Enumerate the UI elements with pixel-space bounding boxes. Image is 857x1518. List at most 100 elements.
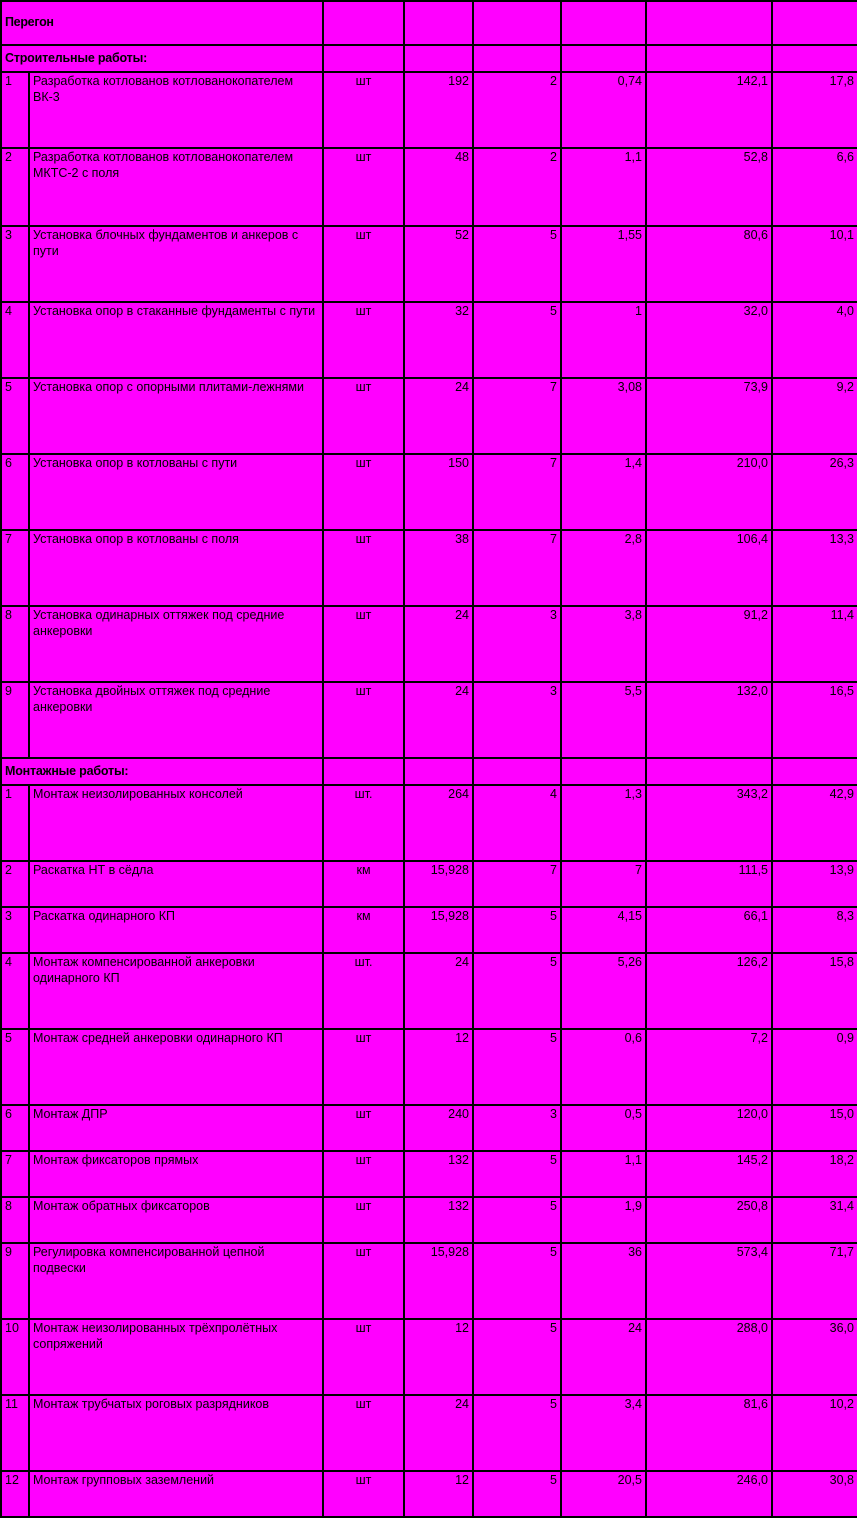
work-name-cell[interactable]: Установка блочных фундаментов и анкеров …: [28, 225, 324, 303]
unit-cell[interactable]: шт: [322, 301, 405, 379]
quantity-cell[interactable]: 48: [403, 147, 474, 227]
table-row[interactable]: 5 Установка опор с опорными плитами-лежня…: [0, 377, 857, 455]
duration-cell[interactable]: 71,7: [771, 1242, 857, 1320]
crew-size-cell[interactable]: 5: [472, 1196, 562, 1244]
crew-size-cell[interactable]: 2: [472, 71, 562, 149]
work-name-cell[interactable]: Монтаж групповых заземлений: [28, 1470, 324, 1518]
norm-cell[interactable]: 5,26: [560, 952, 647, 1030]
row-index-cell[interactable]: 4: [0, 952, 30, 1030]
title-row-empty-cell[interactable]: [322, 0, 405, 46]
section-heading-empty-cell[interactable]: [560, 44, 647, 73]
labor-total-cell[interactable]: 250,8: [645, 1196, 773, 1244]
title-row-empty-cell[interactable]: [645, 0, 773, 46]
crew-size-cell[interactable]: 5: [472, 1318, 562, 1396]
title-row-empty-cell[interactable]: [472, 0, 562, 46]
labor-total-cell[interactable]: 106,4: [645, 529, 773, 607]
norm-cell[interactable]: 7: [560, 860, 647, 908]
duration-cell[interactable]: 18,2: [771, 1150, 857, 1198]
table-row[interactable]: 8 Установка одинарных оттяжек под средние…: [0, 605, 857, 683]
quantity-cell[interactable]: 38: [403, 529, 474, 607]
work-name-cell[interactable]: Монтаж неизолированных трёхпролётных соп…: [28, 1318, 324, 1396]
labor-total-cell[interactable]: 120,0: [645, 1104, 773, 1152]
quantity-cell[interactable]: 15,928: [403, 906, 474, 954]
table-row[interactable]: 9 Регулировка компенсированной цепной под…: [0, 1242, 857, 1320]
table-row[interactable]: 5 Монтаж средней анкеровки одинарного КП ш…: [0, 1028, 857, 1106]
crew-size-cell[interactable]: 5: [472, 1470, 562, 1518]
norm-cell[interactable]: 1: [560, 301, 647, 379]
quantity-cell[interactable]: 150: [403, 453, 474, 531]
work-name-cell[interactable]: Установка опор в стаканные фундаменты с …: [28, 301, 324, 379]
quantity-cell[interactable]: 12: [403, 1318, 474, 1396]
work-name-cell[interactable]: Монтаж обратных фиксаторов: [28, 1196, 324, 1244]
table-row[interactable]: 1 Разработка котлованов котлованокопателе…: [0, 71, 857, 149]
table-row[interactable]: 4 Установка опор в стаканные фундаменты с…: [0, 301, 857, 379]
duration-cell[interactable]: 16,5: [771, 681, 857, 759]
work-name-cell[interactable]: Установка опор с опорными плитами-лежням…: [28, 377, 324, 455]
duration-cell[interactable]: 42,9: [771, 784, 857, 862]
section-heading-empty-cell[interactable]: [771, 44, 857, 73]
labor-total-cell[interactable]: 81,6: [645, 1394, 773, 1472]
row-index-cell[interactable]: 7: [0, 529, 30, 607]
labor-total-cell[interactable]: 288,0: [645, 1318, 773, 1396]
norm-cell[interactable]: 1,4: [560, 453, 647, 531]
duration-cell[interactable]: 6,6: [771, 147, 857, 227]
table-row[interactable]: 2 Раскатка НТ в сёдла км 15,928 7 7 111,5 13,9: [0, 860, 857, 908]
section-heading-empty-cell[interactable]: [560, 757, 647, 786]
row-index-cell[interactable]: 5: [0, 377, 30, 455]
section-heading-empty-cell[interactable]: [403, 757, 474, 786]
quantity-cell[interactable]: 12: [403, 1028, 474, 1106]
quantity-cell[interactable]: 24: [403, 377, 474, 455]
quantity-cell[interactable]: 52: [403, 225, 474, 303]
unit-cell[interactable]: шт: [322, 377, 405, 455]
norm-cell[interactable]: 24: [560, 1318, 647, 1396]
work-name-cell[interactable]: Разработка котлованов котлованокопателем…: [28, 71, 324, 149]
unit-cell[interactable]: шт: [322, 1028, 405, 1106]
table-row[interactable]: 1 Монтаж неизолированных консолей шт. 264 4 1…: [0, 784, 857, 862]
work-name-cell[interactable]: Монтаж ДПР: [28, 1104, 324, 1152]
unit-cell[interactable]: шт: [322, 681, 405, 759]
norm-cell[interactable]: 20,5: [560, 1470, 647, 1518]
row-index-cell[interactable]: 2: [0, 860, 30, 908]
unit-cell[interactable]: шт: [322, 1104, 405, 1152]
norm-cell[interactable]: 3,4: [560, 1394, 647, 1472]
table-row[interactable]: 3 Раскатка одинарного КП км 15,928 5 4,15 66,1…: [0, 906, 857, 954]
crew-size-cell[interactable]: 3: [472, 681, 562, 759]
norm-cell[interactable]: 0,74: [560, 71, 647, 149]
table-row[interactable]: 3 Установка блочных фундаментов и анкеров…: [0, 225, 857, 303]
crew-size-cell[interactable]: 4: [472, 784, 562, 862]
unit-cell[interactable]: шт: [322, 529, 405, 607]
table-row[interactable]: 7 Монтаж фиксаторов прямых шт 132 5 1,1 145,2 1…: [0, 1150, 857, 1198]
norm-cell[interactable]: 5,5: [560, 681, 647, 759]
unit-cell[interactable]: шт: [322, 71, 405, 149]
labor-total-cell[interactable]: 80,6: [645, 225, 773, 303]
labor-total-cell[interactable]: 343,2: [645, 784, 773, 862]
crew-size-cell[interactable]: 7: [472, 377, 562, 455]
unit-cell[interactable]: шт: [322, 453, 405, 531]
labor-total-cell[interactable]: 145,2: [645, 1150, 773, 1198]
duration-cell[interactable]: 15,8: [771, 952, 857, 1030]
section-heading-empty-cell[interactable]: [403, 44, 474, 73]
labor-total-cell[interactable]: 210,0: [645, 453, 773, 531]
unit-cell[interactable]: шт: [322, 1196, 405, 1244]
table-row[interactable]: 6 Установка опор в котлованы с пути шт 150 7…: [0, 453, 857, 531]
duration-cell[interactable]: 4,0: [771, 301, 857, 379]
duration-cell[interactable]: 9,2: [771, 377, 857, 455]
crew-size-cell[interactable]: 2: [472, 147, 562, 227]
quantity-cell[interactable]: 24: [403, 605, 474, 683]
labor-total-cell[interactable]: 132,0: [645, 681, 773, 759]
duration-cell[interactable]: 17,8: [771, 71, 857, 149]
norm-cell[interactable]: 1,55: [560, 225, 647, 303]
duration-cell[interactable]: 11,4: [771, 605, 857, 683]
unit-cell[interactable]: шт: [322, 1394, 405, 1472]
section-heading-empty-cell[interactable]: [322, 757, 405, 786]
labor-total-cell[interactable]: 73,9: [645, 377, 773, 455]
labor-total-cell[interactable]: 91,2: [645, 605, 773, 683]
section-heading-empty-cell[interactable]: [472, 757, 562, 786]
crew-size-cell[interactable]: 7: [472, 453, 562, 531]
crew-size-cell[interactable]: 5: [472, 225, 562, 303]
unit-cell[interactable]: шт: [322, 1242, 405, 1320]
table-row[interactable]: 7 Установка опор в котлованы с поля шт 38 7 2…: [0, 529, 857, 607]
quantity-cell[interactable]: 32: [403, 301, 474, 379]
table-row[interactable]: 8 Монтаж обратных фиксаторов шт 132 5 1,9 250,…: [0, 1196, 857, 1244]
crew-size-cell[interactable]: 7: [472, 860, 562, 908]
